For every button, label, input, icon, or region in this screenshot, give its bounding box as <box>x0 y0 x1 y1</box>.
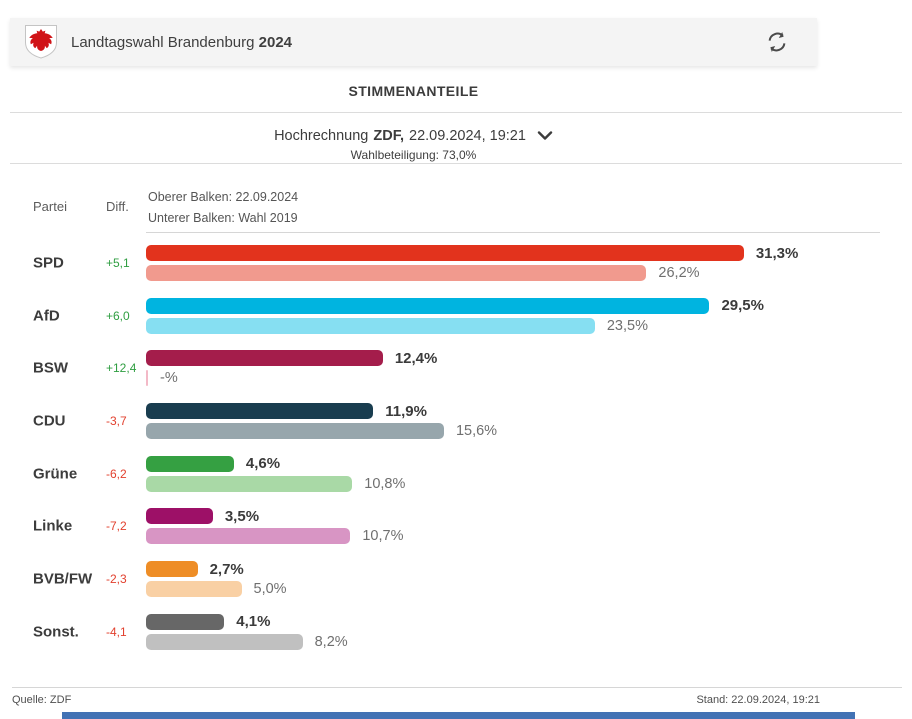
diff-value: +5,1 <box>106 256 130 270</box>
value-2024: 2,7% <box>209 560 244 578</box>
legend-lower-bar: Unterer Balken: Wahl 2019 <box>148 211 298 225</box>
refresh-icon[interactable] <box>766 31 788 53</box>
bar-2019 <box>146 370 148 387</box>
party-row-spd: SPD +5,1 31,3% 26,2% <box>0 245 912 281</box>
header-bar: Landtagswahl Brandenburg 2024 <box>10 18 817 66</box>
value-2024: 11,9% <box>385 402 427 420</box>
value-2019: 15,6% <box>455 423 498 440</box>
bar-2019 <box>146 423 444 440</box>
bar-2019 <box>146 317 595 334</box>
party-row-bsw: BSW +12,4 12,4% -% <box>0 349 912 387</box>
value-2019: 23,5% <box>606 317 648 334</box>
value-2024: 12,4% <box>394 349 438 367</box>
bar-2019 <box>146 581 242 598</box>
brandenburg-coat-of-arms-icon <box>24 24 58 60</box>
bar-2024 <box>146 613 225 630</box>
projection-selector[interactable]: Hochrechnung ZDF, 22.09.2024, 19:21 <box>10 127 817 145</box>
column-header-party: Partei <box>33 199 67 214</box>
diff-value: -3,7 <box>106 414 127 429</box>
divider-top <box>10 112 902 113</box>
value-2019: 26,2% <box>658 265 700 281</box>
projection-datetime: 22.09.2024, 19:21 <box>409 128 526 144</box>
bar-chart: SPD +5,1 31,3% 26,2% AfD +6,0 29,5% 23,5… <box>0 245 912 667</box>
diff-value: -7,2 <box>106 519 127 534</box>
bar-2019 <box>146 265 647 281</box>
party-row-sonstige: Sonst. -4,1 4,1% 8,2% <box>0 613 912 650</box>
value-2019: 5,0% <box>253 581 287 598</box>
projection-source: ZDF, <box>373 128 404 144</box>
bar-2024 <box>146 245 744 261</box>
diff-value: -2,3 <box>106 572 127 587</box>
page-title-text: Landtagswahl Brandenburg <box>71 33 255 51</box>
bar-2024 <box>146 508 213 525</box>
turnout-text: Wahlbeteiligung: 73,0% <box>350 148 477 162</box>
party-label: Sonst. <box>33 623 79 641</box>
legend-divider <box>146 232 880 233</box>
party-label: SPD <box>33 254 64 272</box>
party-label: Linke <box>33 517 73 535</box>
bar-2019 <box>146 633 303 650</box>
party-row-cdu: CDU -3,7 11,9% 15,6% <box>0 402 912 440</box>
value-2024: 31,3% <box>755 244 799 262</box>
party-row-bvbfw: BVB/FW -2,3 2,7% 5,0% <box>0 560 912 598</box>
diff-value: +6,0 <box>106 308 130 323</box>
column-header-diff: Diff. <box>106 199 129 214</box>
party-row-afd: AfD +6,0 29,5% 23,5% <box>0 297 912 334</box>
value-2019: 10,7% <box>362 528 404 545</box>
party-row-linke: Linke -7,2 3,5% 10,7% <box>0 507 912 545</box>
value-2019: -% <box>160 370 178 387</box>
party-label: CDU <box>33 412 66 430</box>
diff-value: +12,4 <box>106 361 137 376</box>
divider-subheader <box>10 163 902 164</box>
value-2024: 29,5% <box>721 297 764 315</box>
chevron-down-icon <box>537 129 553 145</box>
page-title-year: 2024 <box>258 33 293 51</box>
bar-2019 <box>146 475 353 492</box>
value-2019: 8,2% <box>314 633 348 650</box>
value-2024: 4,1% <box>236 613 271 631</box>
bar-2024 <box>146 297 710 314</box>
bar-2024 <box>146 455 234 472</box>
party-label: BSW <box>33 359 68 377</box>
footer-divider <box>12 687 902 688</box>
stand-text: Stand: 22.09.2024, 19:21 <box>696 694 820 706</box>
source-text: Quelle: ZDF <box>12 694 72 706</box>
section-title: STIMMENANTEILE <box>348 83 479 99</box>
page-title: Landtagswahl Brandenburg 2024 <box>71 34 292 51</box>
value-2024: 3,5% <box>224 507 260 525</box>
bar-2024 <box>146 350 383 367</box>
party-label: Grüne <box>33 465 78 483</box>
diff-value: -4,1 <box>106 624 127 639</box>
party-label: AfD <box>33 307 60 325</box>
bottom-blue-bar <box>62 712 855 719</box>
bar-2024 <box>146 561 198 578</box>
legend-upper-bar: Oberer Balken: 22.09.2024 <box>148 190 299 204</box>
bar-2019 <box>146 528 351 545</box>
value-2019: 10,8% <box>364 475 406 492</box>
value-2024: 4,6% <box>245 455 281 473</box>
party-label: BVB/FW <box>33 570 93 588</box>
projection-label: Hochrechnung <box>274 128 369 144</box>
party-row-gruene: Grüne -6,2 4,6% 10,8% <box>0 455 912 492</box>
diff-value: -6,2 <box>106 466 127 481</box>
bar-2024 <box>146 403 374 420</box>
